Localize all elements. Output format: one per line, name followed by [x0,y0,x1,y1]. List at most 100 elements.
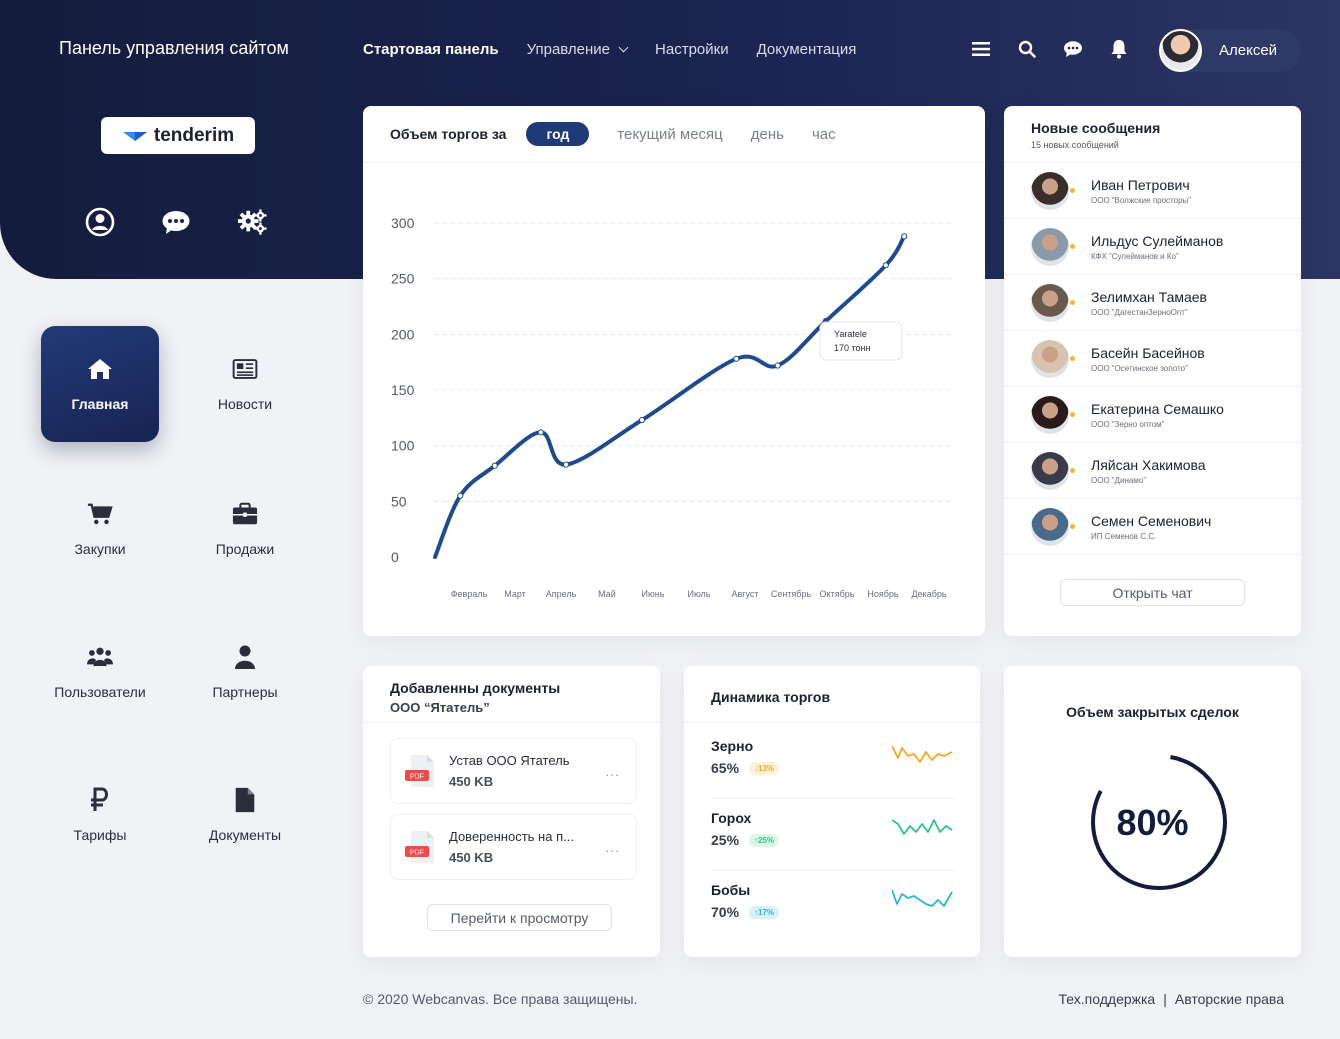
unread-dot [1070,187,1075,193]
chat-icon[interactable] [161,207,191,237]
open-chat-button[interactable]: Открыть чат [1060,579,1245,606]
unread-dot [1070,299,1075,305]
avatar [1031,395,1075,434]
nav-documentation[interactable]: Документация [756,41,857,58]
sender-name: Басейн Басейнов [1091,344,1205,361]
data-point [774,362,781,369]
pdf-label: PDF [410,774,424,781]
document-item[interactable]: PDF Доверенность на п... 450 KB ... [390,814,637,880]
message-item[interactable]: Екатерина Семашко ООО “Зерно оптом” [1004,387,1301,443]
x-tick-label: Май [598,589,616,599]
deals-percent: 80% [1116,802,1189,843]
series-line [433,234,907,559]
documents-header: Добавленны документы ООО “Ятатель” [363,666,660,723]
search-icon[interactable] [1016,38,1038,60]
tab-day[interactable]: день [750,125,784,143]
footer-separator: | [1163,991,1167,1007]
user-icon[interactable] [85,207,115,237]
more-options-icon[interactable]: ... [605,763,620,779]
unread-dot [1070,523,1075,529]
avatar [1031,171,1075,210]
x-tick-label: Февраль [451,589,488,599]
dynamics-item: Горох 25% ↑25% [711,810,954,882]
data-point [882,262,889,269]
documents-card: Добавленны документы ООО “Ятатель” PDF У… [363,666,660,957]
x-tick-label: Июль [688,589,711,599]
support-link[interactable]: Тех.поддержка [1058,991,1156,1007]
data-point [901,233,908,240]
message-item[interactable]: Иван Петрович ООО “Волжские просторы” [1004,163,1301,219]
sidebar-item-news[interactable]: Новости [186,326,304,442]
bell-icon[interactable] [1108,38,1130,60]
data-point [491,462,498,469]
change-badge: ↑25% [749,833,780,847]
gears-icon[interactable] [237,207,267,237]
commodity-name: Бобы [711,882,751,898]
sidebar-item-documents[interactable]: Документы [186,757,304,873]
nav-settings[interactable]: Настройки [655,41,729,58]
sidebar-item-tariffs[interactable]: Тарифы [41,757,159,873]
messages-count: 15 новых сообщений [1031,140,1119,150]
document-item[interactable]: PDF Устав ООО Ятатель 450 KB ... [390,738,637,804]
cart-icon [87,503,113,525]
top-icons [970,38,1130,60]
nav-management[interactable]: Управление [527,41,629,58]
chart-header: Объем торгов за год текущий месяц день ч… [363,106,985,163]
users-icon [87,647,113,666]
message-item[interactable]: Зелимхан Тамаев ООО “ДагестанЗерноОпт” [1004,275,1301,331]
more-options-icon[interactable]: ... [605,839,620,855]
avatar [1031,451,1075,490]
nav-start-panel[interactable]: Стартовая панель [363,41,499,58]
x-tick-label: Ноябрь [867,589,899,599]
sidebar-item-label: Партнеры [212,684,278,700]
message-item[interactable]: Басейн Басейнов ООО “Осетинское золото” [1004,331,1301,387]
sender-company: ООО “ДагестанЗерноОпт” [1091,307,1188,317]
x-tick-label: Апрель [546,589,577,599]
message-item[interactable]: Ляйсан Хакимова ООО “Динамо” [1004,443,1301,499]
sidebar-item-partners[interactable]: Партнеры [186,614,304,730]
divider [711,798,954,799]
chevron-down-icon [618,42,629,53]
view-documents-button[interactable]: Перейти к просмотру [427,904,612,931]
avatar [1159,29,1202,72]
tooltip-value: 170 тонн [834,343,871,353]
message-item[interactable]: Семен Семенович ИП Семенов С.С. [1004,499,1301,555]
tab-hour[interactable]: час [811,125,836,143]
document-size: 450 KB [449,850,494,865]
logo[interactable]: tenderim [101,117,255,154]
sparkline [892,819,953,835]
message-item[interactable]: Ильдус Сулейманов КФХ “Сулейманов и Ко” [1004,219,1301,275]
sidebar-item-home[interactable]: Главная [41,326,159,442]
data-point [457,492,464,499]
x-tick-label: Июнь [642,589,665,599]
tab-year[interactable]: год [526,122,590,146]
sidebar-item-label: Новости [217,396,273,412]
avatar [1031,227,1075,266]
documents-company: ООО “Ятатель” [390,700,490,715]
copyright-link[interactable]: Авторские права [1174,991,1284,1007]
change-badge: ↓13% [749,761,780,775]
user-menu[interactable]: Алексей [1159,29,1301,72]
trade-dynamics-card: Динамика торгов Зерно 65% ↓13% Горох 25% ↑25%… [684,666,980,957]
tab-current-month[interactable]: текущий месяц [617,125,723,143]
user-name: Алексей [1219,42,1278,59]
y-tick-label: 150 [391,382,415,398]
hero-icons [85,207,267,237]
footer-links: Тех.поддержка | Авторские права [1059,991,1284,1007]
document-name: Устав ООО Ятатель [449,753,570,768]
unread-dot [1070,411,1075,417]
sidebar-item-users[interactable]: Пользователи [41,614,159,730]
closed-deals-card: Объем закрытых сделок 80% [1004,666,1301,957]
logo-mark-icon [122,131,147,141]
chat-icon[interactable] [1062,38,1084,60]
menu-icon[interactable] [970,38,992,60]
sidebar-item-purchases[interactable]: Закупки [41,471,159,587]
progress-ring-arc [1091,754,1227,890]
home-icon [88,359,112,379]
briefcase-icon [232,502,258,525]
chart-title: Объем торгов за [390,126,507,142]
sender-name: Зелимхан Тамаев [1091,288,1207,305]
volume-chart-card: Объем торгов за год текущий месяц день ч… [363,106,985,636]
sidebar-item-sales[interactable]: Продажи [186,471,304,587]
pdf-file-icon: PDF [405,754,435,788]
